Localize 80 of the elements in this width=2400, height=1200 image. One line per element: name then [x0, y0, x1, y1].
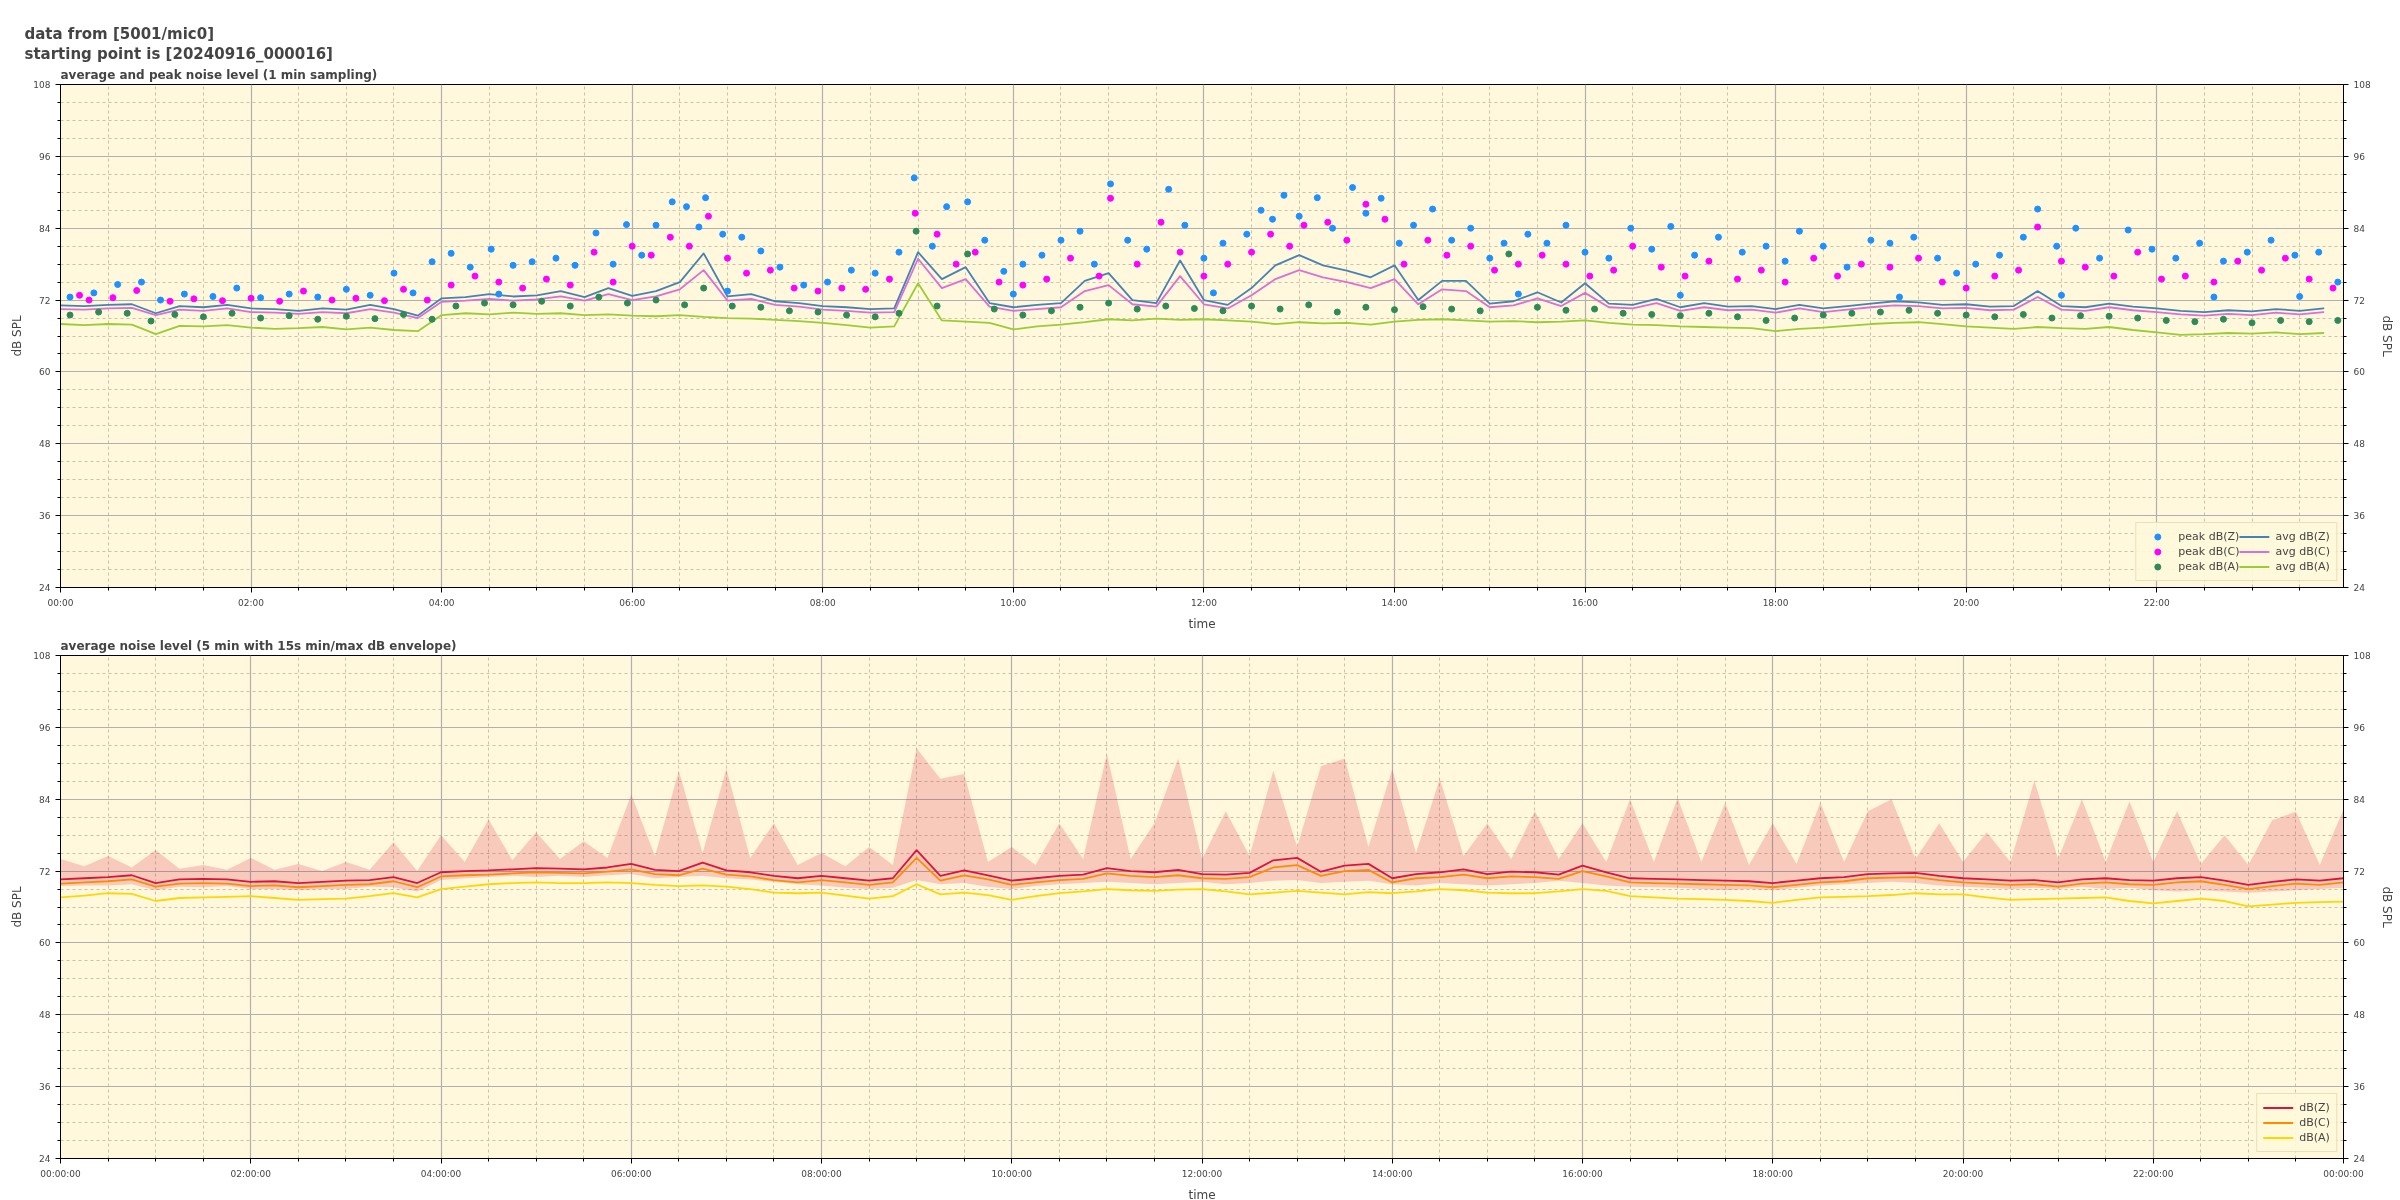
- y2-tick-label: 60: [2353, 367, 2366, 378]
- y2-axis-title: dB SPL: [2379, 886, 2394, 928]
- legend-label: peak dB(A): [2178, 560, 2240, 573]
- y2-tick-label: 96: [2353, 151, 2366, 162]
- x-tick-label: 20:00: [1953, 597, 1980, 608]
- x-tick-label: 00:00:00: [40, 1168, 81, 1179]
- x-tick-label: 16:00:00: [1562, 1168, 1603, 1179]
- y-tick-label: 48: [39, 439, 51, 450]
- x-axis-title: time: [1188, 1187, 1216, 1200]
- x-tick-label: 04:00:00: [420, 1168, 462, 1179]
- x-tick-label: 18:00:00: [1752, 1168, 1794, 1179]
- y2-tick-label: 36: [2353, 1082, 2366, 1093]
- legend-label: avg dB(A): [2275, 560, 2330, 573]
- text: data from [5001/mic0]: [24, 24, 214, 43]
- line-series: [60, 849, 2344, 886]
- x-tick-label: 02:00:00: [230, 1168, 272, 1179]
- y-tick-label: 96: [39, 151, 51, 162]
- y-axis-title: dB SPL: [10, 315, 25, 357]
- x-tick-label: 04:00: [428, 597, 455, 608]
- legend-label: dB(Z): [2299, 1101, 2330, 1114]
- y-tick-label: 24: [39, 583, 51, 593]
- y2-tick-label: 72: [2353, 295, 2365, 306]
- x-tick-label: 06:00: [619, 597, 646, 608]
- line-series: [60, 282, 2325, 336]
- x-tick-label: 16:00: [1572, 597, 1599, 608]
- y2-tick-label: 108: [2353, 80, 2371, 90]
- y-tick-label: 60: [39, 367, 51, 378]
- y-tick-label: 48: [39, 1010, 51, 1021]
- y2-tick-label: 72: [2353, 866, 2365, 877]
- text: starting point is [20240916_000016]: [24, 44, 333, 63]
- chart-title: average noise level (5 min with 15s min/max dB envelope): [60, 638, 457, 653]
- line-series: [60, 857, 2344, 890]
- legend-label: avg dB(Z): [2275, 530, 2330, 543]
- y2-tick-label: 84: [2353, 223, 2366, 234]
- legend-label: dB(A): [2299, 1131, 2330, 1144]
- legend-label: dB(C): [2299, 1116, 2330, 1129]
- y2-tick-label: 36: [2353, 511, 2366, 522]
- y-tick-label: 24: [39, 1154, 51, 1164]
- x-tick-label: 00:00:00: [2323, 1168, 2364, 1179]
- legend-label: peak dB(Z): [2178, 530, 2240, 543]
- line-series: [60, 881, 2344, 908]
- y-tick-label: 60: [39, 938, 51, 949]
- x-tick-label: 10:00:00: [991, 1168, 1033, 1179]
- y-tick-label: 72: [39, 866, 51, 877]
- y2-tick-label: 48: [2353, 1010, 2366, 1021]
- y2-tick-label: 60: [2353, 938, 2366, 949]
- y2-tick-label: 48: [2353, 439, 2366, 450]
- x-tick-label: 08:00:00: [801, 1168, 842, 1179]
- y-tick-label: 36: [39, 511, 51, 522]
- y2-tick-label: 96: [2353, 722, 2366, 733]
- y-tick-label: 108: [33, 80, 51, 90]
- y2-tick-label: 84: [2353, 794, 2366, 805]
- x-tick-label: 06:00:00: [611, 1168, 652, 1179]
- legend-label: avg dB(C): [2275, 545, 2330, 558]
- x-tick-label: 20:00:00: [1942, 1168, 1984, 1179]
- x-tick-label: 14:00:00: [1372, 1168, 1413, 1179]
- y-tick-label: 36: [39, 1082, 51, 1093]
- x-tick-label: 12:00:00: [1181, 1168, 1223, 1179]
- x-axis-title: time: [1188, 616, 1216, 631]
- y-tick-label: 72: [39, 295, 51, 306]
- x-tick-label: 10:00: [1000, 597, 1027, 608]
- x-tick-label: 00:00: [47, 597, 74, 608]
- chart-title: average and peak noise level (1 min sampling): [60, 67, 378, 82]
- y-axis-title: dB SPL: [10, 886, 25, 928]
- y2-axis-title: dB SPL: [2379, 315, 2394, 357]
- x-tick-label: 08:00: [809, 597, 837, 608]
- x-tick-label: 02:00: [238, 597, 265, 608]
- y2-tick-label: 24: [2353, 1154, 2366, 1164]
- legend-label: peak dB(C): [2178, 545, 2240, 558]
- y-tick-label: 96: [39, 722, 51, 733]
- y2-tick-label: 108: [2353, 651, 2371, 661]
- x-tick-label: 18:00: [1762, 597, 1789, 608]
- x-tick-label: 22:00:00: [2133, 1168, 2174, 1179]
- x-tick-label: 12:00: [1190, 597, 1218, 608]
- y-tick-label: 84: [39, 794, 51, 805]
- y-tick-label: 108: [33, 651, 51, 661]
- y2-tick-label: 24: [2353, 583, 2366, 593]
- y-tick-label: 84: [39, 223, 51, 234]
- x-tick-label: 22:00: [2143, 597, 2170, 608]
- x-tick-label: 14:00: [1381, 597, 1408, 608]
